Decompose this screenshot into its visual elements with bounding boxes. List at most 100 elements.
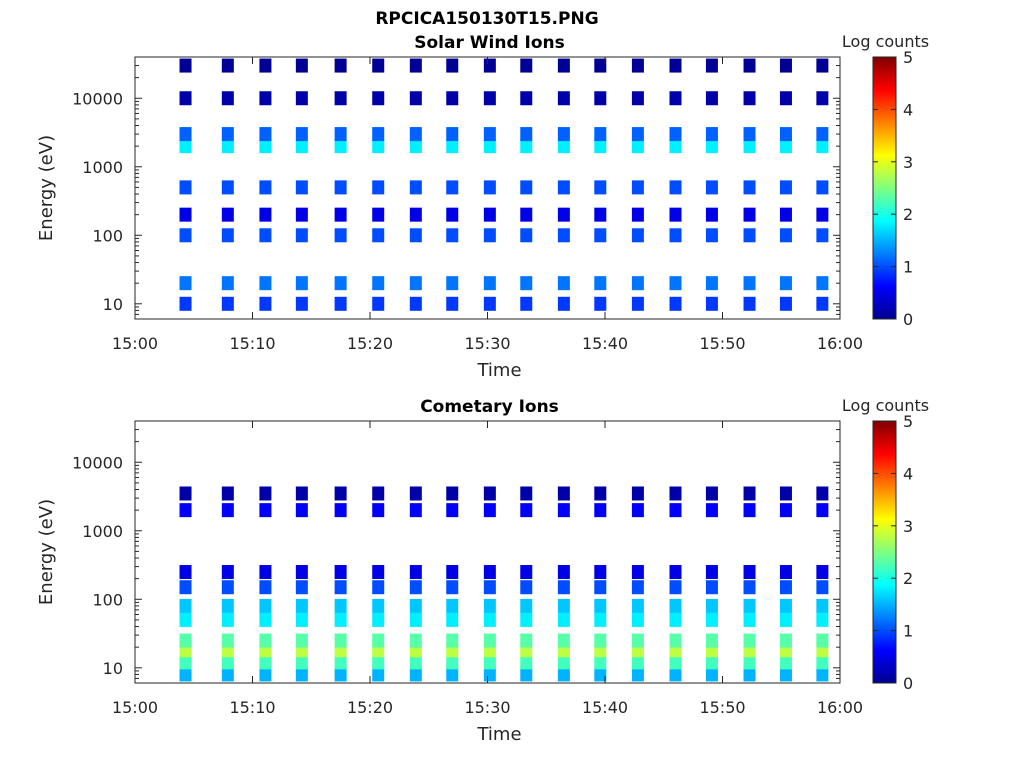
heatmap-cell bbox=[334, 486, 347, 501]
heatmap-cell bbox=[446, 91, 459, 106]
heatmap-cell bbox=[372, 612, 385, 627]
heatmap bbox=[179, 486, 829, 682]
heatmap-cell bbox=[779, 486, 792, 501]
heatmap-cell bbox=[557, 667, 570, 682]
heatmap-cell bbox=[259, 503, 272, 518]
colorbar-tick-label: 4 bbox=[903, 100, 913, 119]
heatmap-cell bbox=[779, 655, 792, 670]
heatmap-cell bbox=[631, 127, 644, 142]
heatmap-cell bbox=[295, 296, 308, 311]
y-tick-label: 10 bbox=[103, 295, 123, 314]
heatmap-cell bbox=[295, 598, 308, 613]
heatmap-cell bbox=[705, 228, 718, 243]
heatmap-cell bbox=[259, 565, 272, 580]
heatmap-cell bbox=[259, 276, 272, 291]
heatmap-cell bbox=[446, 139, 459, 154]
y-axis-label: Energy (eV) bbox=[36, 135, 57, 241]
heatmap-cell bbox=[179, 486, 192, 501]
x-axis-label: Time bbox=[476, 360, 521, 381]
heatmap-cell bbox=[594, 565, 607, 580]
heatmap-cell bbox=[631, 207, 644, 222]
heatmap-cell bbox=[705, 598, 718, 613]
heatmap-cell bbox=[372, 180, 385, 195]
heatmap-cell bbox=[295, 91, 308, 106]
heatmap-cell bbox=[779, 276, 792, 291]
heatmap-cell bbox=[483, 91, 496, 106]
heatmap-cell bbox=[295, 207, 308, 222]
heatmap-cell bbox=[594, 598, 607, 613]
heatmap-cell bbox=[372, 486, 385, 501]
heatmap-cell bbox=[179, 139, 192, 154]
heatmap-cell bbox=[669, 139, 682, 154]
heatmap-cell bbox=[594, 655, 607, 670]
heatmap-cell bbox=[259, 296, 272, 311]
heatmap-cell bbox=[631, 276, 644, 291]
heatmap-cell bbox=[520, 207, 533, 222]
heatmap-cell bbox=[557, 207, 570, 222]
heatmap-cell bbox=[179, 565, 192, 580]
heatmap-cell bbox=[779, 503, 792, 518]
heatmap-cell bbox=[594, 296, 607, 311]
heatmap-cell bbox=[669, 503, 682, 518]
heatmap-cell bbox=[483, 58, 496, 73]
heatmap-cell bbox=[295, 139, 308, 154]
colorbar-tick-label: 2 bbox=[903, 569, 913, 588]
heatmap-cell bbox=[669, 486, 682, 501]
heatmap-cell bbox=[520, 612, 533, 627]
heatmap-cell bbox=[221, 486, 234, 501]
heatmap-cell bbox=[631, 91, 644, 106]
heatmap-cell bbox=[221, 127, 234, 142]
heatmap-cell bbox=[259, 228, 272, 243]
heatmap-cell bbox=[631, 612, 644, 627]
heatmap-cell bbox=[179, 655, 192, 670]
heatmap-cell bbox=[372, 598, 385, 613]
heatmap-cell bbox=[705, 486, 718, 501]
heatmap-cell bbox=[557, 633, 570, 648]
heatmap-cell bbox=[816, 296, 829, 311]
heatmap-cell bbox=[779, 228, 792, 243]
heatmap-cell bbox=[483, 612, 496, 627]
heatmap-cell bbox=[520, 296, 533, 311]
heatmap-cell bbox=[816, 127, 829, 142]
heatmap-cell bbox=[779, 633, 792, 648]
heatmap-cell bbox=[446, 207, 459, 222]
heatmap-cell bbox=[372, 667, 385, 682]
heatmap-cell bbox=[631, 486, 644, 501]
heatmap-cell bbox=[743, 486, 756, 501]
figure-title: RPCICA150130T15.PNG bbox=[375, 9, 598, 29]
heatmap-cell bbox=[594, 228, 607, 243]
heatmap-cell bbox=[334, 667, 347, 682]
colorbar-tick-label: 4 bbox=[903, 464, 913, 483]
heatmap-cell bbox=[483, 139, 496, 154]
heatmap-cell bbox=[705, 580, 718, 595]
heatmap-cell bbox=[705, 296, 718, 311]
heatmap-cell bbox=[409, 58, 422, 73]
heatmap-cell bbox=[483, 565, 496, 580]
x-tick-label: 15:40 bbox=[582, 334, 628, 353]
heatmap-cell bbox=[295, 228, 308, 243]
heatmap-cell bbox=[743, 180, 756, 195]
y-axis-label: Energy (eV) bbox=[36, 499, 57, 605]
heatmap-cell bbox=[779, 91, 792, 106]
heatmap-cell bbox=[779, 565, 792, 580]
heatmap-cell bbox=[483, 503, 496, 518]
heatmap-cell bbox=[520, 655, 533, 670]
heatmap-cell bbox=[372, 207, 385, 222]
heatmap-cell bbox=[334, 503, 347, 518]
x-tick-label: 15:10 bbox=[229, 698, 275, 717]
heatmap-cell bbox=[409, 580, 422, 595]
heatmap-cell bbox=[446, 580, 459, 595]
heatmap-cell bbox=[743, 667, 756, 682]
heatmap-cell bbox=[557, 180, 570, 195]
heatmap-cell bbox=[446, 598, 459, 613]
heatmap-cell bbox=[372, 127, 385, 142]
heatmap-cell bbox=[409, 296, 422, 311]
x-tick-label: 15:40 bbox=[582, 698, 628, 717]
heatmap-cell bbox=[779, 180, 792, 195]
heatmap-cell bbox=[520, 180, 533, 195]
heatmap-cell bbox=[557, 58, 570, 73]
y-tick-label: 100 bbox=[92, 590, 123, 609]
colorbar-tick-label: 2 bbox=[903, 205, 913, 224]
heatmap-cell bbox=[483, 127, 496, 142]
heatmap-cell bbox=[743, 296, 756, 311]
